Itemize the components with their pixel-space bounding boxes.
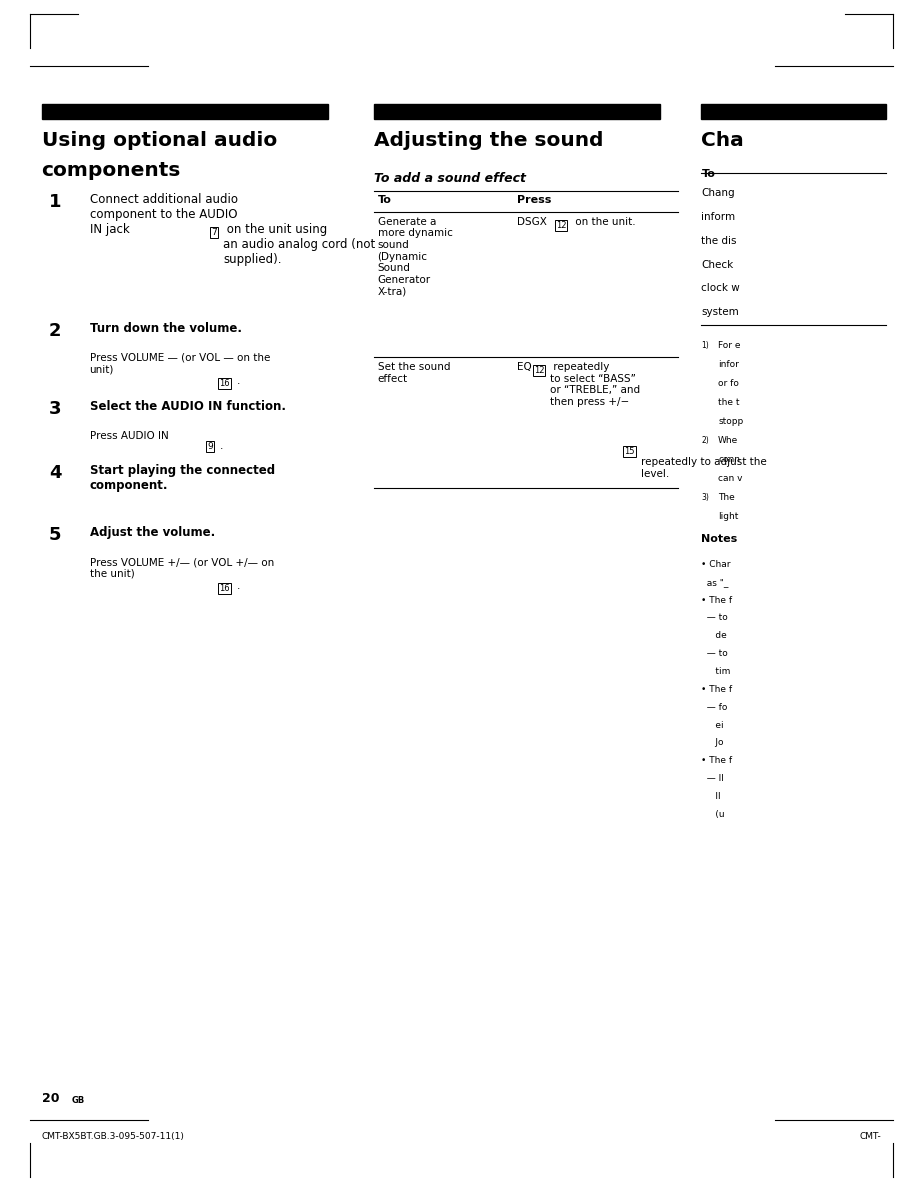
- Text: 12: 12: [556, 220, 567, 230]
- Text: Jo: Jo: [701, 738, 724, 748]
- Text: Start playing the connected
component.: Start playing the connected component.: [90, 464, 275, 493]
- Text: Set the sound
effect: Set the sound effect: [378, 362, 450, 384]
- Text: system: system: [701, 307, 739, 317]
- Text: Connect additional audio
component to the AUDIO
IN jack: Connect additional audio component to th…: [90, 193, 237, 236]
- Text: CMT-BX5BT.GB.3-095-507-11(1): CMT-BX5BT.GB.3-095-507-11(1): [42, 1131, 185, 1141]
- Text: Whe: Whe: [718, 436, 738, 445]
- Text: .: .: [237, 376, 241, 386]
- Text: DSGX: DSGX: [517, 217, 546, 226]
- Text: • Char: • Char: [701, 560, 731, 569]
- Text: — to: — to: [701, 613, 728, 623]
- Text: 1: 1: [49, 193, 62, 211]
- Text: inform: inform: [701, 212, 736, 222]
- Text: Select the AUDIO IN function.: Select the AUDIO IN function.: [90, 400, 285, 413]
- Text: — II: — II: [701, 774, 725, 784]
- Text: Generate a
more dynamic
sound
(Dynamic
Sound
Generator
X-tra): Generate a more dynamic sound (Dynamic S…: [378, 217, 452, 297]
- Text: Adjust the volume.: Adjust the volume.: [90, 526, 215, 540]
- Text: stopp: stopp: [718, 417, 743, 426]
- Text: 2: 2: [49, 322, 62, 339]
- Bar: [42, 104, 328, 119]
- Text: 15: 15: [624, 447, 635, 456]
- Text: To: To: [378, 195, 391, 205]
- Text: 20: 20: [42, 1092, 59, 1105]
- Text: 2): 2): [701, 436, 709, 445]
- Text: de: de: [701, 631, 727, 641]
- Text: components: components: [42, 161, 181, 180]
- Text: CMT-: CMT-: [859, 1131, 881, 1141]
- Text: the dis: the dis: [701, 236, 737, 245]
- Text: 5: 5: [49, 526, 62, 544]
- Text: 12: 12: [533, 366, 545, 375]
- Text: 9: 9: [208, 442, 213, 451]
- Text: Turn down the volume.: Turn down the volume.: [90, 322, 242, 335]
- Text: — to: — to: [701, 649, 728, 659]
- Text: 16: 16: [219, 379, 230, 388]
- Text: .: .: [237, 581, 241, 591]
- Text: (u: (u: [701, 810, 725, 819]
- Text: • The f: • The f: [701, 596, 733, 605]
- Text: Chang: Chang: [701, 188, 735, 198]
- Text: conn: conn: [718, 455, 740, 464]
- Text: 3): 3): [701, 493, 710, 503]
- Text: clock w: clock w: [701, 283, 740, 293]
- Text: ei: ei: [701, 721, 725, 730]
- Bar: [701, 104, 886, 119]
- Text: 7: 7: [211, 227, 217, 237]
- Text: 4: 4: [49, 464, 62, 482]
- Text: Using optional audio: Using optional audio: [42, 131, 277, 150]
- Text: II: II: [701, 792, 721, 802]
- Text: the t: the t: [718, 398, 739, 407]
- Text: repeatedly
to select “BASS”
or “TREBLE,” and
then press +/−: repeatedly to select “BASS” or “TREBLE,”…: [550, 362, 641, 407]
- Text: can v: can v: [718, 474, 743, 484]
- Text: • The f: • The f: [701, 756, 733, 766]
- Text: light: light: [718, 512, 738, 522]
- Text: Adjusting the sound: Adjusting the sound: [374, 131, 604, 150]
- Text: Cha: Cha: [701, 131, 744, 150]
- Text: on the unit using
an audio analog cord (not
supplied).: on the unit using an audio analog cord (…: [223, 223, 376, 266]
- Bar: [374, 104, 660, 119]
- Text: GB: GB: [72, 1096, 85, 1105]
- Text: To add a sound effect: To add a sound effect: [374, 172, 526, 185]
- Text: Notes: Notes: [701, 534, 737, 543]
- Text: infor: infor: [718, 360, 739, 369]
- Text: Check: Check: [701, 260, 734, 269]
- Text: The: The: [718, 493, 735, 503]
- Text: Press VOLUME +/— (or VOL +/— on
the unit): Press VOLUME +/— (or VOL +/— on the unit…: [90, 557, 274, 579]
- Text: Press AUDIO IN: Press AUDIO IN: [90, 431, 168, 441]
- Text: .: .: [220, 441, 223, 450]
- Text: For e: For e: [718, 341, 740, 350]
- Text: EQ: EQ: [517, 362, 532, 372]
- Text: repeatedly to adjust the
level.: repeatedly to adjust the level.: [641, 445, 766, 479]
- Text: To: To: [701, 169, 715, 179]
- Text: 1): 1): [701, 341, 709, 350]
- Text: tim: tim: [701, 667, 731, 676]
- Text: • The f: • The f: [701, 685, 733, 694]
- Text: as "_: as "_: [701, 578, 729, 587]
- Text: 3: 3: [49, 400, 62, 418]
- Text: Press VOLUME — (or VOL — on the
unit): Press VOLUME — (or VOL — on the unit): [90, 353, 270, 374]
- Text: Press: Press: [517, 195, 551, 205]
- Text: or fo: or fo: [718, 379, 739, 388]
- Text: — fo: — fo: [701, 703, 728, 712]
- Text: 16: 16: [219, 584, 230, 593]
- Text: on the unit.: on the unit.: [572, 217, 636, 226]
